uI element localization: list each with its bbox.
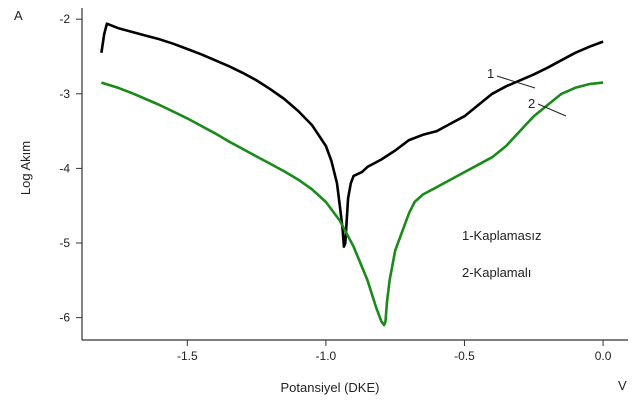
annotation-leader-1 (496, 75, 536, 89)
y-axis-title: Log Akım (18, 141, 33, 195)
x-tick-label: 0.0 (595, 349, 612, 363)
legend-entry-1: 1-Kaplamasız (462, 228, 541, 243)
x-tick-label: -0.5 (454, 349, 475, 363)
legend-entry-2: 2-Kaplamalı (462, 265, 531, 280)
series-line-1 (100, 22, 604, 248)
y-tick-label: -6 (59, 311, 70, 325)
y-tick-label: -4 (59, 161, 70, 175)
axes (81, 8, 628, 341)
x-ticks: -1.5 -1.0 -0.5 0.0 (177, 340, 612, 363)
curve-annotation-1: 1 (487, 66, 494, 81)
annotation-leader-2 (537, 103, 567, 117)
y-tick-label: -3 (59, 87, 70, 101)
annotations: 12 (487, 66, 567, 117)
y-tick-label: -2 (59, 12, 70, 26)
y-ticks: -2 -3 -4 -5 -6 (59, 12, 82, 325)
y-unit-label: A (14, 8, 23, 23)
x-axis-title: Potansiyel (DKE) (281, 380, 380, 395)
x-unit-label: V (618, 378, 627, 393)
x-tick-label: -1.5 (177, 349, 198, 363)
y-tick-label: -5 (59, 236, 70, 250)
x-tick-label: -1.0 (316, 349, 337, 363)
series-line-2 (101, 81, 604, 327)
curve-annotation-2: 2 (528, 96, 535, 111)
series-lines (100, 22, 604, 327)
